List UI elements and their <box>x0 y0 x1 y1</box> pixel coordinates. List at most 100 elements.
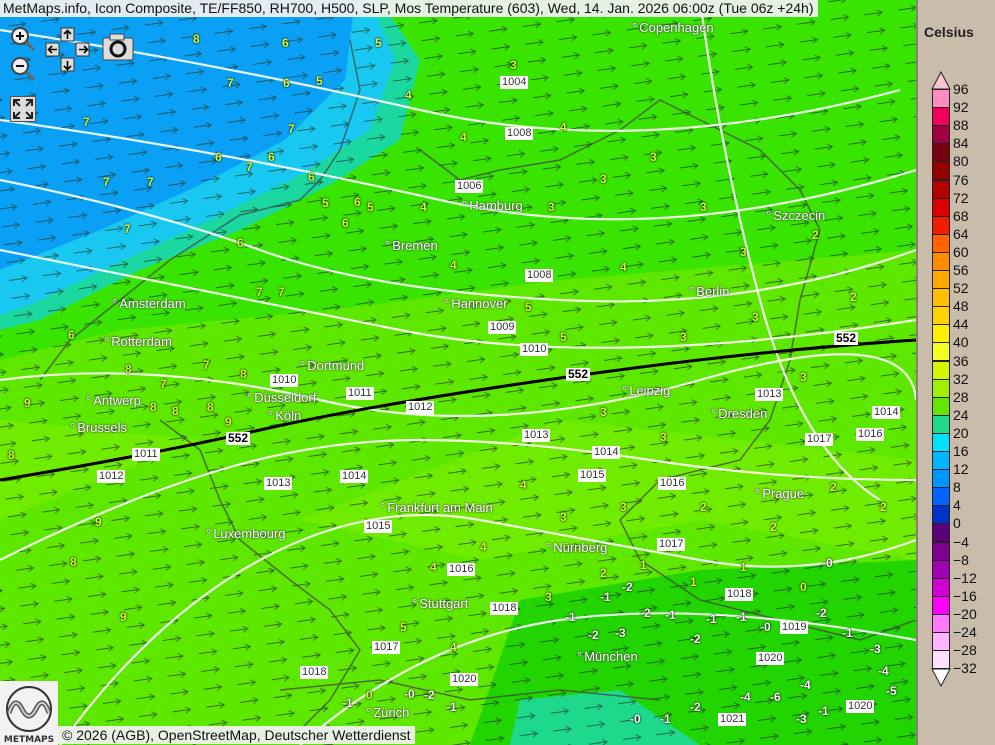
temperature-label: 1 <box>640 558 647 572</box>
temperature-label: 5 <box>560 330 567 344</box>
temperature-label: -1 <box>446 700 457 714</box>
svg-text:METMAPS: METMAPS <box>4 735 54 745</box>
wind-arrows <box>0 0 916 745</box>
temperature-label: 5 <box>316 74 323 88</box>
temperature-label: 5 <box>525 300 532 314</box>
city-label: Amsterdam <box>112 296 185 311</box>
legend-label: 48 <box>953 298 969 315</box>
legend-swatch <box>932 179 950 199</box>
temperature-label: 6 <box>342 216 349 230</box>
legend-swatch <box>932 107 950 127</box>
temperature-label: 4 <box>460 130 467 144</box>
pressure-label: 1019 <box>780 621 809 634</box>
city-label: Rotterdam <box>104 334 172 349</box>
temperature-label: -1 <box>736 610 747 624</box>
temperature-label: -2 <box>640 606 651 620</box>
legend-swatch <box>932 505 950 525</box>
temperature-label: 3 <box>740 245 747 259</box>
city-label: Szczecin <box>766 208 825 223</box>
city-label: Bremen <box>385 238 438 253</box>
temperature-label: 4 <box>620 260 627 274</box>
legend-swatch <box>932 125 950 145</box>
temperature-label: 8 <box>240 367 247 381</box>
city-label: Prague <box>755 486 804 501</box>
temperature-label: -2 <box>690 632 701 646</box>
temperature-label: 6 <box>237 236 244 250</box>
legend-label: 40 <box>953 334 969 351</box>
legend-label: 76 <box>953 171 969 188</box>
temperature-label: -0 <box>630 712 641 726</box>
city-label: Berlin <box>689 284 729 299</box>
city-label: Stuttgart <box>412 596 468 611</box>
temperature-label: -3 <box>615 626 626 640</box>
pressure-label: 1010 <box>270 374 299 387</box>
legend-label: 64 <box>953 225 969 242</box>
temperature-label: 8 <box>8 448 15 462</box>
legend-label: 60 <box>953 243 969 260</box>
legend-swatch <box>932 541 950 561</box>
temperature-label: -1 <box>706 612 717 626</box>
pressure-label: 1017 <box>805 433 834 446</box>
city-label: Frankfurt am Main <box>380 500 492 515</box>
pressure-label: 1014 <box>340 470 369 483</box>
temperature-label: 8 <box>150 400 157 414</box>
legend-label: 24 <box>953 406 969 423</box>
pressure-label: 1016 <box>856 428 885 441</box>
fullscreen-icon[interactable] <box>10 96 36 122</box>
legend-label: 8 <box>953 479 961 496</box>
temperature-label: 3 <box>700 200 707 214</box>
legend-swatch <box>932 613 950 633</box>
weather-map[interactable]: MetMaps.info, Icon Composite, TE/FF850, … <box>0 0 916 745</box>
pressure-label: 1020 <box>450 673 479 686</box>
legend-label: 0 <box>953 515 961 532</box>
city-label: Luxembourg <box>206 526 285 541</box>
pressure-label: 1016 <box>658 477 687 490</box>
zoom-in-icon[interactable] <box>8 24 38 54</box>
legend-label: 4 <box>953 497 961 514</box>
camera-icon[interactable] <box>102 33 134 61</box>
temperature-label: -0 <box>404 687 415 701</box>
legend-label: −32 <box>953 660 977 677</box>
temperature-label: 8 <box>193 32 200 46</box>
legend-top-arrow <box>931 71 951 90</box>
temperature-label: 2 <box>600 566 607 580</box>
temperature-label: 0 <box>366 688 373 702</box>
temperature-label: 4 <box>430 560 437 574</box>
legend-label: −24 <box>953 624 977 640</box>
legend-swatch <box>932 595 950 615</box>
map-canvas[interactable] <box>0 0 916 745</box>
pressure-label: 1006 <box>455 180 484 193</box>
legend-label: 92 <box>953 99 969 116</box>
pan-control[interactable] <box>45 27 91 73</box>
temperature-label: 8 <box>70 555 77 569</box>
temperature-label: 9 <box>95 515 102 529</box>
temperature-label: 7 <box>103 175 110 189</box>
legend-label: 28 <box>953 388 969 405</box>
temperature-label: 4 <box>450 640 457 654</box>
legend-swatch <box>932 288 950 308</box>
arrow-down-icon <box>63 61 72 71</box>
pressure-label: 1013 <box>264 477 293 490</box>
pressure-label: 1016 <box>447 563 476 576</box>
temperature-label: -2 <box>816 606 827 620</box>
h500-label: 552 <box>834 331 859 345</box>
temperature-label: 3 <box>560 510 567 524</box>
temperature-label: -1 <box>565 610 576 624</box>
temperature-label: 9 <box>225 415 232 429</box>
city-label: Antwerp <box>86 393 141 408</box>
city-label: Nürnberg <box>546 540 607 555</box>
temperature-label: -2 <box>690 700 701 714</box>
legend-label: 84 <box>953 135 969 152</box>
legend-label: 96 <box>953 81 969 97</box>
attribution[interactable]: © 2026 (AGB), OpenStreetMap, Deutscher W… <box>58 726 415 744</box>
legend-swatch <box>932 650 950 670</box>
temperature-label: -0 <box>760 620 771 634</box>
legend-swatch <box>932 324 950 344</box>
temperature-label: -4 <box>878 664 889 678</box>
temperature-label: 7 <box>288 122 295 136</box>
temperature-label: 3 <box>548 200 555 214</box>
legend-swatch <box>932 414 950 434</box>
zoom-out-icon[interactable] <box>8 56 38 86</box>
temperature-label: -6 <box>770 690 781 704</box>
temperature-label: 7 <box>147 175 154 189</box>
